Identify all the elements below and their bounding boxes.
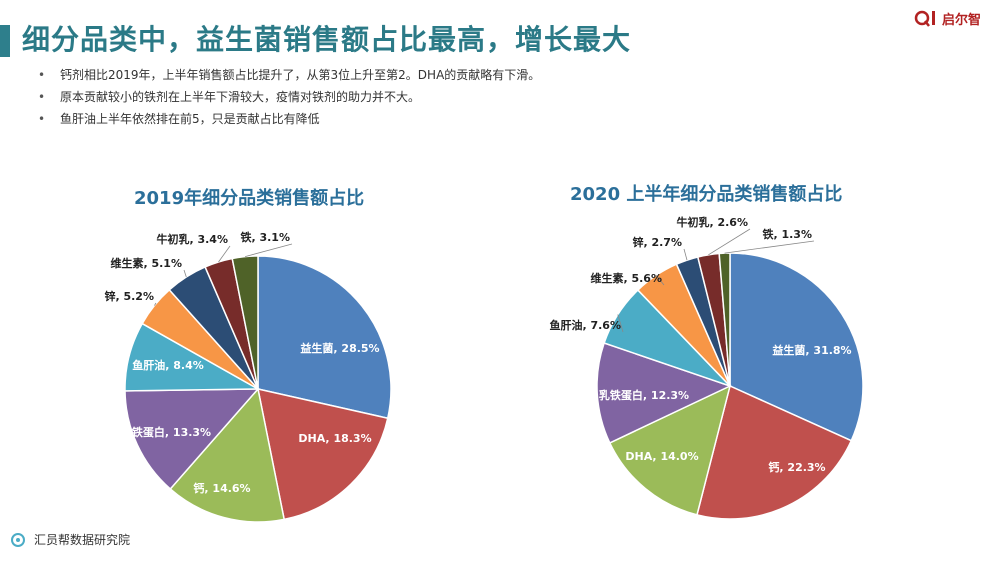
pie-slice-钙 [696,384,853,520]
data-label: 牛初乳, 3.4% [156,232,228,246]
logo-icon [914,10,935,27]
data-label: DHA, 14.0% [625,450,698,463]
data-label: 钙, 14.6% [193,481,250,495]
leader-line [708,228,751,256]
data-label: 锌, 2.7% [632,235,682,249]
source-logo-icon [11,532,25,547]
pie-slice-DHA [257,388,389,521]
pie-slice-铁 [231,255,259,390]
leader-line [218,245,231,263]
pie-slice-乳铁蛋白 [124,388,260,491]
data-label: DHA, 18.3% [298,432,371,445]
data-label: 乳铁蛋白, 13.3% [121,425,211,439]
leader-line [683,248,688,261]
pie-slice-乳铁蛋白 [596,342,732,444]
pie-slice-益生菌 [729,252,864,442]
chart-title-2019: 2019年细分品类销售额占比 [134,188,365,209]
page-title: 细分品类中，益生菌销售额占比最高，增长最大 [22,23,632,56]
data-label: 铁, 3.1% [240,230,290,244]
pie-chart-1: 益生菌, 31.8% 钙, 22.3% DHA, 14.0% 乳铁蛋白, 12.3% 鱼… [549,215,864,520]
leader-line [617,314,624,333]
data-label: 鱼肝油, 7.6% [549,318,621,332]
data-label: 乳铁蛋白, 12.3% [599,388,689,402]
footer-text: 汇员帮数据研究院 [34,533,131,547]
data-label: 维生素, 5.1% [110,256,182,270]
data-label: 锌, 5.2% [104,289,154,303]
bullet-list: 钙剂相比2019年，上半年销售额占比提升了，从第3位上升至第2。DHA的贡献略有… [38,64,540,130]
data-label: 益生菌, 31.8% [772,343,851,357]
brand-logo: 启尔智 [914,8,981,28]
footer-source: 汇员帮数据研究院 [10,531,130,548]
data-label: 益生菌, 28.5% [300,341,379,355]
leader-line [183,269,187,278]
leader-line [724,240,815,254]
pie-slice-铁 [718,252,731,387]
pie-slice-钙 [169,387,286,523]
bullet-item: 钙剂相比2019年，上半年销售额占比提升了，从第3位上升至第2。DHA的贡献略有… [38,64,540,86]
leader-line [154,302,157,306]
title-accent-bar [0,25,10,57]
leader-line [244,243,293,257]
pie-chart-0: 益生菌, 28.5% DHA, 18.3% 钙, 14.6% 乳铁蛋白, 13.3% 鱼… [104,230,392,523]
leader-line [655,275,665,286]
data-label: 牛初乳, 2.6% [676,215,748,229]
bullet-item: 原本贡献较小的铁剂在上半年下滑较大，疫情对铁剂的助力并不大。 [38,86,540,108]
data-label: 鱼肝油, 8.4% [132,358,204,372]
pie-slice-益生菌 [257,255,392,420]
data-label: 铁, 1.3% [762,227,812,241]
pie-slice-DHA [608,384,732,516]
bullet-item: 鱼肝油上半年依然排在前5，只是贡献占比有降低 [38,108,540,130]
data-label: 钙, 22.3% [768,460,825,474]
chart-title-2020: 2020 上半年细分品类销售额占比 [570,184,843,205]
logo-text: 启尔智 [941,12,981,28]
data-label: 维生素, 5.6% [590,271,662,285]
